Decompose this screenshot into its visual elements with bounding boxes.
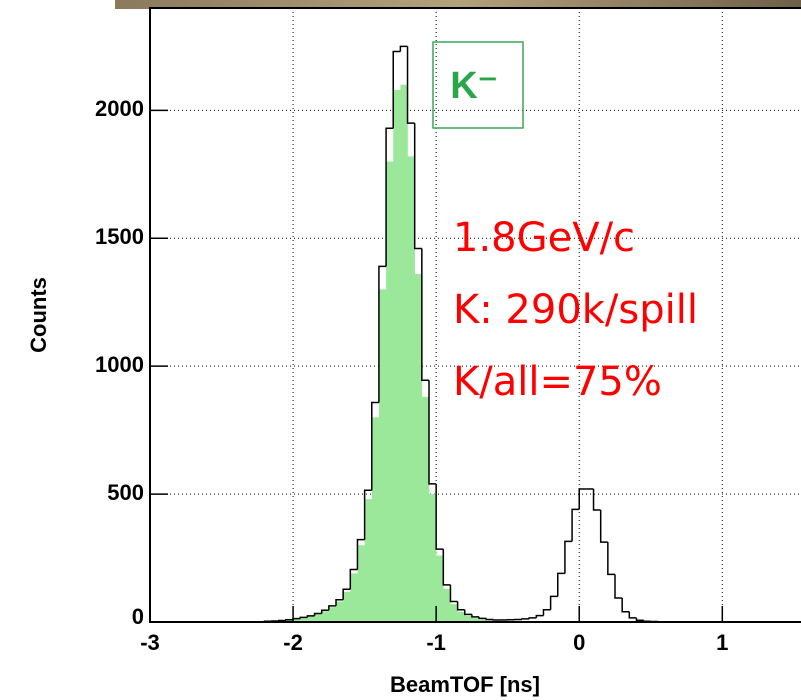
histogram-step [592, 488, 601, 511]
histogram-step [363, 489, 372, 540]
histogram-bar [457, 611, 466, 622]
histogram-bar [414, 274, 423, 622]
histogram-step [471, 614, 480, 618]
histogram-bar [436, 555, 444, 622]
histogram-step [528, 617, 537, 619]
histogram-step [385, 127, 394, 267]
x-tick-label: 1 [716, 630, 728, 655]
x-tick-label: -3 [140, 630, 160, 655]
histogram-bar [336, 601, 344, 622]
histogram-step [456, 601, 465, 611]
histogram-bar [479, 619, 487, 622]
histogram-bar [343, 591, 351, 622]
histogram-step [464, 609, 472, 616]
histogram-step [320, 609, 329, 614]
histogram-bar [400, 84, 408, 622]
histogram-step [349, 568, 358, 590]
histogram-step [285, 618, 294, 621]
y-tick-label: 1500 [95, 224, 144, 249]
histogram-step [571, 508, 580, 542]
histogram-step [371, 401, 379, 491]
histogram-step [435, 483, 444, 550]
histogram-step [628, 611, 637, 619]
histogram-bar [378, 289, 387, 622]
histogram-bar [429, 494, 437, 622]
histogram-bar [371, 417, 380, 622]
histogram-step [299, 616, 308, 619]
histogram-bar [285, 619, 294, 622]
histogram-step [413, 123, 422, 250]
histogram-step [578, 488, 587, 510]
histogram-step [378, 265, 387, 403]
histogram-step [328, 605, 336, 611]
histogram-step [607, 542, 615, 576]
x-tick-label: -2 [283, 630, 303, 655]
histogram-bar [393, 89, 401, 622]
histogram-step [306, 615, 315, 618]
histogram-bar [450, 604, 458, 622]
histogram-bar [328, 607, 337, 622]
histogram-step [442, 549, 451, 586]
histogram-bar [350, 573, 358, 622]
histogram-step [542, 608, 551, 616]
histogram-bar [421, 396, 430, 622]
histogram-step [313, 612, 322, 616]
plot-frame [149, 7, 801, 623]
histogram-step [521, 618, 530, 620]
histogram-step [599, 509, 608, 543]
histogram-step [492, 619, 501, 621]
histogram-step [549, 595, 558, 610]
x-tick-label: -1 [426, 630, 446, 655]
histogram-bar [357, 545, 365, 622]
histogram-step [421, 248, 429, 381]
histogram-step [278, 619, 286, 622]
histogram-bar [314, 614, 322, 622]
y-axis-label: Counts [26, 277, 51, 353]
histogram-step [535, 614, 544, 618]
y-tick-label: 0 [132, 604, 144, 629]
annotation: 1.8GeV/c [453, 215, 635, 261]
histogram-step [449, 584, 458, 603]
histogram-step [428, 380, 437, 485]
histogram-bar [407, 156, 415, 622]
histogram-bar [300, 617, 308, 622]
x-tick-label: 0 [573, 630, 585, 655]
x-axis-label: BeamTOF [ns] [390, 672, 540, 697]
histogram-bar [293, 618, 301, 622]
annotation: K/all=75% [453, 359, 662, 405]
histogram-bar [321, 611, 330, 622]
histogram-step [392, 50, 401, 129]
histogram-step [478, 616, 487, 620]
histogram-step [485, 618, 494, 621]
histogram-step [406, 46, 415, 124]
histogram-step [356, 538, 365, 570]
histogram-step [335, 598, 344, 606]
legend-entry: K⁻ [450, 65, 498, 107]
histogram-bar [307, 616, 315, 622]
histogram-step [614, 574, 623, 599]
histogram-bar [386, 161, 394, 622]
y-tick-label: 2000 [95, 96, 144, 121]
histogram-bar [364, 499, 373, 622]
histogram-step [564, 540, 573, 574]
legend-box [432, 41, 524, 129]
histogram-step [621, 597, 630, 613]
histogram-step [635, 617, 644, 621]
histogram-bar [443, 588, 451, 622]
histogram-bar [464, 615, 473, 622]
y-tick-label: 1000 [95, 352, 144, 377]
y-tick-label: 500 [107, 480, 144, 505]
histogram-step [342, 588, 351, 600]
annotation: K: 290k/spill [453, 287, 698, 333]
histogram-step [399, 45, 408, 52]
photo-strip [115, 0, 801, 9]
histogram-step [557, 572, 565, 597]
histogram-bar [471, 617, 480, 622]
